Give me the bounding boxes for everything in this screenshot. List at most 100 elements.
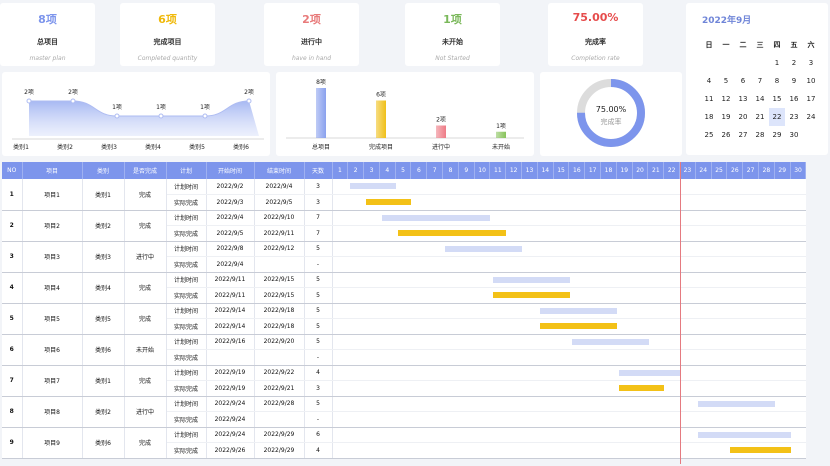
table-row[interactable]: 实际完成 2022/9/5 2022/9/11 7 <box>2 225 806 242</box>
calendar-day[interactable]: 28 <box>755 131 765 139</box>
header-day: 28 <box>758 162 775 179</box>
actual-bar[interactable] <box>729 447 791 453</box>
data-label: 2项 <box>244 89 254 96</box>
table-row[interactable]: 实际完成 - <box>2 349 806 366</box>
calendar-day[interactable]: 2 <box>791 59 797 67</box>
calendar-day[interactable]: 24 <box>806 113 816 121</box>
end-date: 2022/9/21 <box>254 380 305 397</box>
plan-bar[interactable] <box>539 307 617 314</box>
calendar-day[interactable]: 3 <box>808 59 814 67</box>
table-row[interactable]: 7 项目7 类别1 完成 计划时间 2022/9/19 2022/9/22 4 <box>2 365 806 397</box>
table-row[interactable]: 6 项目6 类别6 未开始 计划时间 2022/9/16 2022/9/20 5 <box>2 334 806 366</box>
table-row[interactable]: 1 项目1 类别1 完成 计划时间 2022/9/2 2022/9/4 3 <box>2 179 806 211</box>
start-date: 2022/9/3 <box>206 194 255 211</box>
calendar-day[interactable]: 25 <box>704 131 714 139</box>
duration: 4 <box>304 365 333 381</box>
header-day: 17 <box>584 162 602 179</box>
calendar-day-today[interactable]: 22 <box>769 108 785 126</box>
project-name: 项目1 <box>22 179 83 211</box>
end-date: 2022/9/29 <box>254 427 305 443</box>
calendar-day[interactable]: 11 <box>704 95 714 103</box>
calendar-day[interactable]: 26 <box>721 131 731 139</box>
calendar-day[interactable]: 5 <box>723 77 729 85</box>
calendar-day[interactable]: 20 <box>738 113 748 121</box>
actual-bar[interactable] <box>539 323 617 329</box>
start-date: 2022/9/14 <box>206 303 255 319</box>
actual-bar[interactable] <box>397 230 507 236</box>
calendar-day[interactable]: 6 <box>740 77 746 85</box>
calendar-day[interactable]: 23 <box>789 113 799 121</box>
category: 类别4 <box>82 272 125 304</box>
plan-bar[interactable] <box>445 245 523 252</box>
table-row[interactable]: 3 项目3 类别3 进行中 计划时间 2022/9/8 2022/9/12 5 <box>2 241 806 273</box>
table-row[interactable]: 实际完成 2022/9/19 2022/9/21 3 <box>2 380 806 397</box>
status: 完成 <box>124 427 167 459</box>
calendar-day[interactable]: 13 <box>738 95 748 103</box>
data-label: 2项 <box>68 89 78 96</box>
calendar-blank <box>701 54 717 72</box>
table-row[interactable]: 实际完成 2022/9/26 2022/9/29 4 <box>2 442 806 459</box>
gantt-track <box>332 427 806 443</box>
kpi-sub: have in hand <box>291 55 332 62</box>
table-row[interactable]: 实际完成 2022/9/24 - <box>2 411 806 428</box>
gantt-track <box>332 411 806 428</box>
end-date <box>254 411 305 428</box>
duration: - <box>304 256 333 273</box>
plan-bar[interactable] <box>350 183 396 189</box>
calendar-day[interactable]: 16 <box>789 95 799 103</box>
calendar-day[interactable]: 19 <box>721 113 731 121</box>
table-row[interactable]: 4 项目4 类别4 完成 计划时间 2022/9/11 2022/9/15 5 <box>2 272 806 304</box>
actual-bar[interactable] <box>492 292 570 298</box>
header-days: 天数 <box>304 162 333 179</box>
header-day: 14 <box>537 162 554 179</box>
row-type: 实际完成 <box>166 194 207 211</box>
plan-bar[interactable] <box>697 431 791 438</box>
table-row[interactable]: 实际完成 2022/9/4 - <box>2 256 806 273</box>
plan-bar[interactable] <box>618 369 681 376</box>
table-row[interactable]: 9 项目9 类别6 完成 计划时间 2022/9/24 2022/9/29 6 <box>2 427 806 459</box>
table-row[interactable]: 8 项目8 类别2 进行中 计划时间 2022/9/24 2022/9/28 5 <box>2 396 806 428</box>
calendar-day[interactable]: 15 <box>772 95 782 103</box>
data-label: 6项 <box>376 92 386 99</box>
data-label: 2项 <box>24 89 34 96</box>
calendar-day[interactable]: 29 <box>772 131 782 139</box>
plan-bar[interactable] <box>381 214 491 221</box>
table-row[interactable]: 实际完成 2022/9/14 2022/9/18 5 <box>2 318 806 335</box>
calendar-day[interactable]: 21 <box>755 113 765 121</box>
actual-bar[interactable] <box>366 199 412 205</box>
row-type: 计划时间 <box>166 334 207 350</box>
bar <box>496 131 506 138</box>
kpi-card-in-progress: 2项 进行中 have in hand <box>264 3 359 66</box>
plan-bar[interactable] <box>697 400 775 407</box>
table-row[interactable]: 2 项目2 类别2 完成 计划时间 2022/9/4 2022/9/10 7 <box>2 210 806 242</box>
plan-bar[interactable] <box>571 338 649 345</box>
calendar-day[interactable]: 9 <box>791 77 797 85</box>
table-row[interactable]: 实际完成 2022/9/3 2022/9/5 3 <box>2 194 806 211</box>
gantt-track <box>332 241 806 257</box>
calendar-day[interactable]: 17 <box>806 95 816 103</box>
row-no: 1 <box>2 179 23 211</box>
calendar-day[interactable]: 10 <box>806 77 816 85</box>
header-day: 29 <box>774 162 791 179</box>
calendar-day[interactable]: 7 <box>757 77 763 85</box>
table-row[interactable]: 5 项目5 类别5 完成 计划时间 2022/9/14 2022/9/18 5 <box>2 303 806 335</box>
calendar-day[interactable]: 14 <box>755 95 765 103</box>
calendar-day[interactable]: 18 <box>704 113 714 121</box>
category-label: 类别2 <box>57 143 73 151</box>
calendar-day[interactable]: 8 <box>774 77 780 85</box>
calendar-day[interactable]: 12 <box>721 95 731 103</box>
end-date: 2022/9/29 <box>254 442 305 459</box>
calendar-day[interactable]: 4 <box>706 77 712 85</box>
gantt-track <box>332 380 806 397</box>
plan-bar[interactable] <box>492 276 570 283</box>
calendar-day[interactable]: 27 <box>738 131 748 139</box>
row-no: 9 <box>2 427 23 459</box>
calendar-day[interactable]: 30 <box>789 131 799 139</box>
calendar-day[interactable]: 1 <box>774 59 780 67</box>
header-day: 11 <box>489 162 507 179</box>
actual-bar[interactable] <box>618 385 665 391</box>
end-date: 2022/9/4 <box>254 179 305 195</box>
data-label: 2项 <box>436 117 446 124</box>
table-row[interactable]: 实际完成 2022/9/11 2022/9/15 5 <box>2 287 806 304</box>
